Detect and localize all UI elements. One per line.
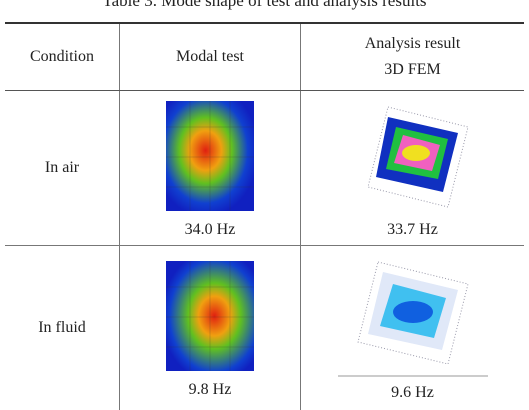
header-subtext: 3D FEM xyxy=(301,61,524,79)
test-cell: 34.0 Hz xyxy=(120,91,301,246)
frequency: 9.6 Hz xyxy=(391,384,434,402)
header-cell: Analysis result 3D FEM xyxy=(301,23,525,91)
fem-cell: 33.7 Hz xyxy=(301,91,525,246)
frequency: 34.0 Hz xyxy=(185,221,236,239)
condition: In air xyxy=(5,91,120,246)
fem-mode-image xyxy=(348,97,478,215)
page: Table 3. Mode shape of test and analysis… xyxy=(0,0,529,410)
header-text: Analysis result xyxy=(365,35,461,52)
frequency: 9.8 Hz xyxy=(189,381,232,399)
test-cell: 9.8 Hz xyxy=(120,246,301,410)
caption: Table 3. Mode shape of test and analysis… xyxy=(0,0,529,11)
row: In fluid 9.8 Hz 9.6 Hz xyxy=(5,246,524,410)
header-cell: Modal test xyxy=(120,23,301,91)
results-table: Condition Modal test Analysis result 3D F… xyxy=(5,22,524,410)
test-mode-image xyxy=(160,97,260,215)
row: In air 34.0 Hz 33.7 Hz xyxy=(5,91,524,246)
condition: In fluid xyxy=(5,246,120,410)
test-mode-image xyxy=(160,257,260,375)
frequency: 33.7 Hz xyxy=(387,221,438,239)
header-cell: Condition xyxy=(5,23,120,91)
header-row: Condition Modal test Analysis result 3D F… xyxy=(5,23,524,91)
fem-cell: 9.6 Hz xyxy=(301,246,525,410)
fem-mode-image xyxy=(338,254,488,378)
